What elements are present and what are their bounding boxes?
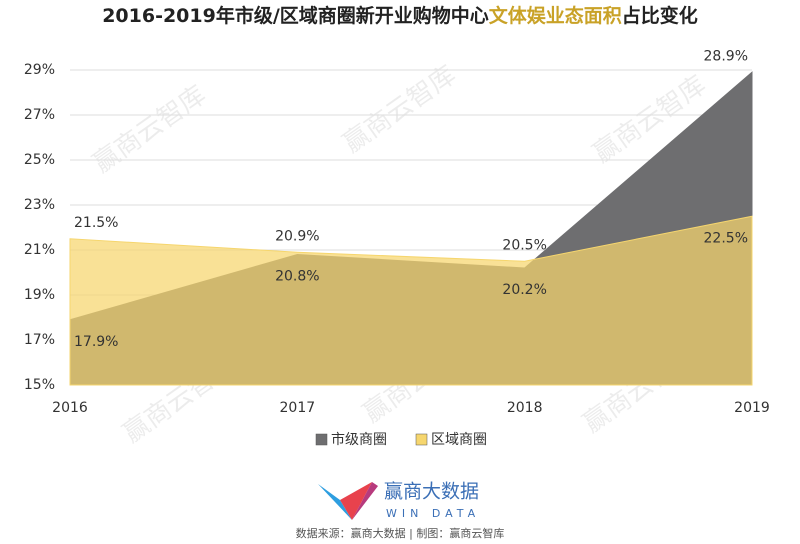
y-tick-label: 19% <box>24 287 55 303</box>
legend-swatch <box>315 433 328 446</box>
data-label: 22.5% <box>704 230 748 246</box>
legend-label: 区域商圈 <box>431 432 487 448</box>
x-tick-label: 2017 <box>280 400 316 416</box>
y-tick-label: 27% <box>24 107 55 123</box>
y-tick-label: 25% <box>24 152 55 168</box>
y-tick-label: 23% <box>24 197 55 213</box>
data-label: 20.9% <box>275 228 319 244</box>
legend-label: 市级商圈 <box>331 431 387 448</box>
y-tick-label: 29% <box>24 62 55 78</box>
area <box>69 215 753 386</box>
y-tick-label: 17% <box>24 332 55 348</box>
title-part: 占比变化 <box>622 4 698 27</box>
title-part: 文体娱业态面积 <box>489 4 622 27</box>
chart-title: 2016-2019年市级/区域商圈新开业购物中心文体娱业态面积占比变化 <box>102 4 698 27</box>
title-part: 2016-2019年市级/区域商圈新开业购物中心 <box>102 4 489 27</box>
data-label: 17.9% <box>74 334 118 350</box>
data-label: 21.5% <box>74 215 118 231</box>
x-tick-label: 2018 <box>507 400 543 416</box>
y-tick-label: 15% <box>24 377 55 393</box>
data-label: 20.5% <box>502 237 546 253</box>
x-tick-label: 2016 <box>52 400 88 416</box>
data-label: 20.2% <box>502 282 546 298</box>
logo-name: 赢商大数据 <box>384 481 479 503</box>
legend-swatch <box>415 433 428 446</box>
data-label: 28.9% <box>704 48 748 64</box>
logo-icon <box>318 482 378 520</box>
logo-subtitle: WIN DATA <box>386 507 480 520</box>
x-tick-label: 2019 <box>734 400 770 416</box>
source: 数据来源：赢商大数据 | 制图：赢商云智库 <box>296 526 505 540</box>
y-tick-label: 21% <box>24 242 55 258</box>
data-label: 20.8% <box>275 269 319 285</box>
